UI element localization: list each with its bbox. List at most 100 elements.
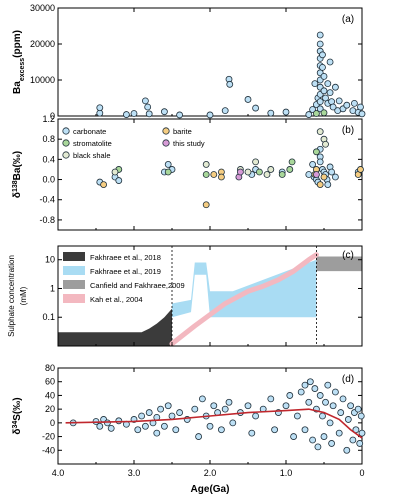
data-point <box>271 426 279 434</box>
data-point <box>267 109 275 117</box>
data-point <box>320 87 328 95</box>
panel-label: (c) <box>342 250 354 261</box>
data-point <box>329 103 337 111</box>
legend: carbonate stromatolite black shale barite th… <box>62 127 205 160</box>
data-point <box>282 402 290 410</box>
data-point <box>267 395 275 403</box>
data-point <box>164 402 172 410</box>
data-point <box>286 392 294 399</box>
data-point <box>153 429 161 437</box>
data-point <box>358 429 366 437</box>
y-tick-label: 10000 <box>30 75 55 85</box>
data-point <box>337 409 345 416</box>
legend: Fakhraee et al., 2018 Fakhraee et al., 20… <box>63 252 185 304</box>
y-tick-label: 1 <box>50 283 55 293</box>
data-point <box>350 100 358 107</box>
data-point <box>100 181 107 188</box>
data-point <box>309 161 317 168</box>
data-point <box>329 402 337 410</box>
data-point <box>320 433 328 440</box>
data-point <box>335 97 343 105</box>
y-axis-title: δ138Ba(‰) <box>12 151 24 198</box>
series-band <box>172 259 317 318</box>
data-point <box>141 422 149 430</box>
y-tick-label: -0.8 <box>39 215 55 225</box>
data-point <box>324 381 332 389</box>
legend-marker <box>162 139 170 147</box>
data-point <box>252 104 260 112</box>
data-point <box>221 107 229 114</box>
data-point <box>164 168 172 176</box>
data-point <box>138 412 146 420</box>
data-point <box>311 80 319 87</box>
series-line <box>169 252 319 347</box>
legend-label: black shale <box>73 151 111 160</box>
data-point <box>319 64 326 71</box>
data-point <box>316 98 324 105</box>
data-point <box>312 110 320 117</box>
legend-swatch <box>63 266 85 275</box>
data-point <box>221 405 229 413</box>
data-point <box>236 168 244 176</box>
data-point <box>111 168 119 176</box>
data-point <box>335 429 343 437</box>
data-point <box>314 443 322 451</box>
y-tick-label: 0 <box>50 418 55 428</box>
y-tick-label: 20 <box>45 404 55 414</box>
panel-label: (d) <box>342 374 354 385</box>
legend-swatch <box>63 252 85 261</box>
data-point <box>210 402 218 410</box>
legend-label: Fakhraee et al., 2018 <box>90 253 161 262</box>
x-tick-label: 0 <box>359 468 364 478</box>
data-point <box>225 398 233 406</box>
data-point <box>316 40 324 48</box>
data-point <box>319 51 326 59</box>
series-band <box>316 256 362 272</box>
y-tick-label: 20000 <box>30 39 55 49</box>
data-point <box>217 426 225 434</box>
trend-line <box>65 408 363 439</box>
data-point <box>134 426 142 434</box>
data-point <box>115 177 123 184</box>
y-tick-label: 0 <box>50 111 55 121</box>
data-point <box>96 422 104 430</box>
data-point <box>107 424 115 432</box>
data-point <box>324 80 332 87</box>
data-point <box>168 412 176 420</box>
data-point <box>176 409 184 416</box>
data-point <box>244 168 252 176</box>
y-tick-label: 10 <box>45 255 55 265</box>
data-point <box>320 109 328 117</box>
legend-swatch <box>63 280 85 289</box>
data-point <box>141 97 149 105</box>
data-point <box>349 436 357 444</box>
x-axis-title: Age(Ga) <box>191 484 230 495</box>
data-point <box>96 104 104 112</box>
data-point <box>210 171 218 178</box>
data-point <box>316 181 324 188</box>
data-point <box>301 426 309 434</box>
y-tick-label: 0.1 <box>42 312 55 322</box>
y-axis-title: δ34S(‰) <box>12 397 24 434</box>
data-point <box>343 446 351 454</box>
data-point <box>278 171 286 178</box>
data-point <box>324 181 332 188</box>
legend-marker <box>62 151 70 159</box>
data-point <box>357 166 364 173</box>
data-point <box>130 110 138 117</box>
x-tick-label: 2.0 <box>204 468 217 478</box>
y-tick-label: 1.2 <box>42 114 55 124</box>
data-point <box>354 405 362 413</box>
data-point <box>357 412 365 420</box>
y-axis-title: Baexcess(ppm) <box>12 30 26 94</box>
legend-label: Canfield and Fakhraee,2009 <box>90 281 185 290</box>
panel-d: -40 -20 0 20 40 60 80 (d) 4.0 3.0 2.0 1.0 0 δ34S(‰) <box>12 363 366 478</box>
data-point <box>311 385 319 392</box>
y-tick-label: 80 <box>45 363 55 373</box>
data-point <box>217 173 225 181</box>
data-point <box>328 168 336 176</box>
legend-swatch <box>63 294 85 303</box>
y-tick-label: 0.0 <box>42 175 55 185</box>
data-point <box>331 83 339 91</box>
